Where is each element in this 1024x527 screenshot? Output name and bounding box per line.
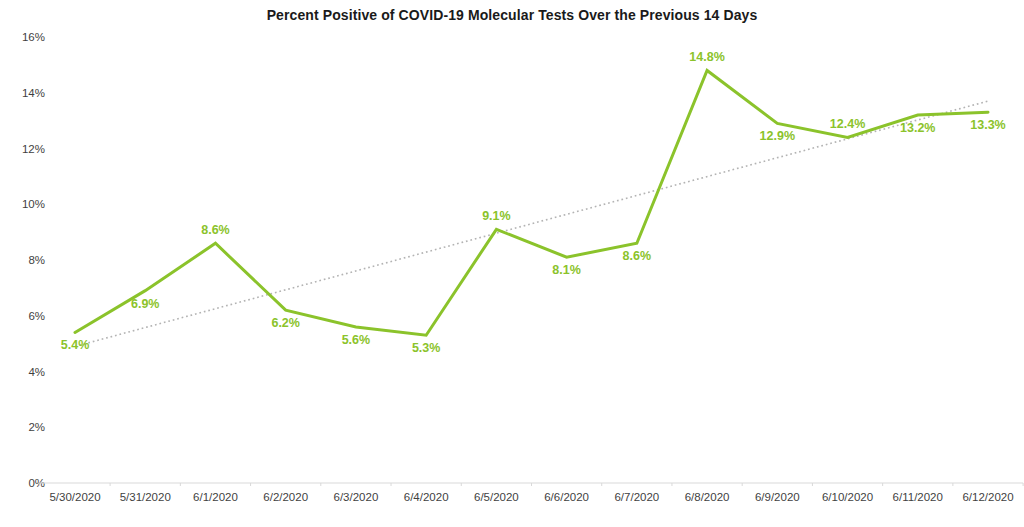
x-axis-tick-label: 6/8/2020 [685, 491, 730, 503]
data-label: 5.3% [412, 341, 441, 355]
x-axis-tick-label: 6/3/2020 [334, 491, 379, 503]
data-label: 13.2% [900, 121, 935, 135]
data-label: 6.2% [271, 316, 300, 330]
y-axis-tick-label: 6% [28, 310, 45, 322]
x-axis-tick-label: 6/1/2020 [193, 491, 238, 503]
data-label: 12.4% [830, 117, 865, 131]
y-axis-tick-label: 14% [22, 87, 45, 99]
y-axis-tick-label: 8% [28, 254, 45, 266]
x-axis-tick-label: 6/5/2020 [474, 491, 519, 503]
x-axis-tick-label: 6/7/2020 [614, 491, 659, 503]
chart-container: Percent Positive of COVID-19 Molecular T… [0, 0, 1024, 527]
chart-canvas: 0%2%4%6%8%10%12%14%16%5/30/20205/31/2020… [0, 0, 1024, 527]
y-axis-tick-label: 2% [28, 421, 45, 433]
x-axis-tick-label: 5/31/2020 [120, 491, 171, 503]
x-axis-tick-label: 6/2/2020 [263, 491, 308, 503]
x-axis-tick-label: 6/4/2020 [404, 491, 449, 503]
data-label: 8.6% [201, 223, 230, 237]
y-axis-tick-label: 16% [22, 31, 45, 43]
data-label: 5.6% [342, 333, 371, 347]
data-label: 5.4% [61, 338, 90, 352]
y-axis-tick-label: 10% [22, 198, 45, 210]
data-label: 8.6% [623, 249, 652, 263]
data-label: 12.9% [760, 129, 795, 143]
x-axis-tick-label: 6/11/2020 [893, 491, 943, 503]
data-label: 8.1% [552, 263, 581, 277]
x-axis-tick-label: 6/6/2020 [544, 491, 589, 503]
data-label: 14.8% [689, 50, 724, 64]
x-axis-tick-label: 6/9/2020 [755, 491, 800, 503]
y-axis-tick-label: 4% [28, 366, 45, 378]
x-axis-tick-label: 6/12/2020 [962, 491, 1013, 503]
x-axis-tick-label: 5/30/2020 [49, 491, 100, 503]
data-label: 6.9% [131, 297, 160, 311]
data-label: 13.3% [970, 118, 1005, 132]
x-axis-tick-label: 6/10/2020 [822, 491, 873, 503]
y-axis-tick-label: 12% [22, 143, 45, 155]
series-line [75, 70, 988, 335]
data-label: 9.1% [482, 209, 511, 223]
